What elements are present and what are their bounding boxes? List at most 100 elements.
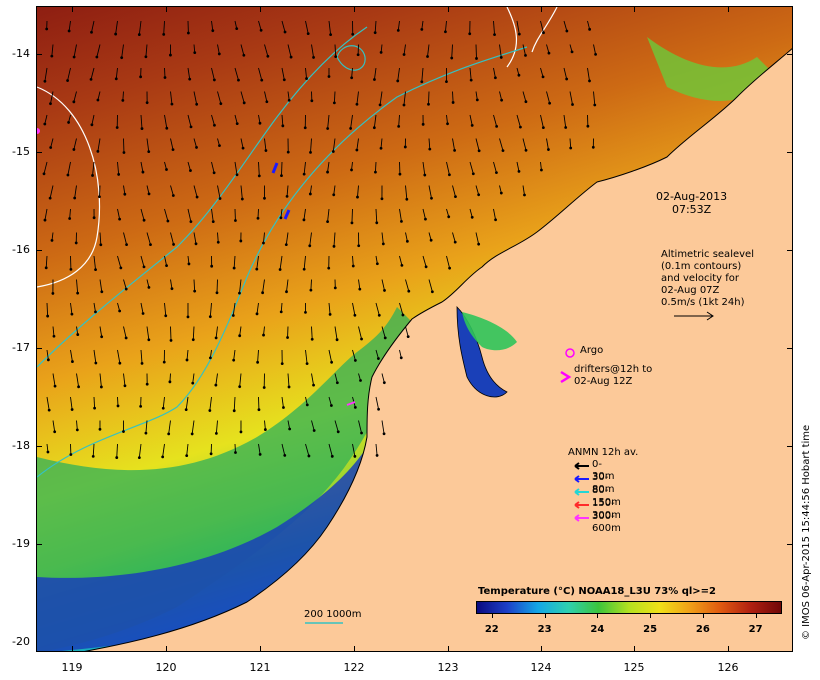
anmn-legend-row-label: 30-80m xyxy=(592,472,615,495)
velocity-arrow xyxy=(286,185,289,197)
colorbar-tick-mark xyxy=(491,614,493,618)
velocity-arrow xyxy=(421,20,424,30)
velocity-arrow-head xyxy=(331,150,335,153)
velocity-arrow xyxy=(422,208,426,220)
velocity-arrow-head xyxy=(420,27,424,31)
velocity-arrow xyxy=(280,302,283,312)
velocity-arrow-head xyxy=(114,77,118,81)
velocity-arrow-head xyxy=(51,292,55,295)
sea-surface-temperature-map[interactable] xyxy=(36,6,793,652)
velocity-arrow-head xyxy=(396,79,400,83)
velocity-arrow-head xyxy=(195,102,199,106)
velocity-arrow xyxy=(46,302,49,317)
velocity-arrow-head xyxy=(329,33,333,37)
velocity-arrow xyxy=(540,20,544,33)
velocity-arrow-head xyxy=(328,312,332,316)
velocity-arrow-head xyxy=(47,408,51,412)
velocity-arrow xyxy=(209,302,212,317)
velocity-arrow xyxy=(422,255,427,267)
velocity-arrow xyxy=(170,138,174,150)
velocity-arrow xyxy=(332,138,336,152)
velocity-arrow xyxy=(240,44,245,56)
velocity-arrow-head xyxy=(258,452,262,456)
velocity-arrow-head xyxy=(139,404,143,408)
anmn-legend-arrow xyxy=(574,501,589,509)
velocity-arrow-head xyxy=(469,78,473,82)
velocity-arrow xyxy=(499,91,503,101)
velocity-arrow xyxy=(145,44,148,57)
velocity-arrow xyxy=(405,185,408,200)
velocity-arrow-head xyxy=(375,221,379,225)
velocity-arrow xyxy=(90,67,95,80)
velocity-arrow-head xyxy=(92,216,96,220)
velocity-arrow xyxy=(170,326,172,341)
velocity-arrow-head xyxy=(495,171,498,175)
velocity-arrow xyxy=(334,420,339,432)
velocity-arrow xyxy=(73,44,77,58)
king-sound-green xyxy=(462,312,517,351)
velocity-arrow-head xyxy=(356,195,359,199)
velocity-arrow-head xyxy=(119,266,123,270)
argo-float-marker xyxy=(37,128,40,134)
velocity-arrow xyxy=(540,67,544,77)
velocity-arrow xyxy=(593,44,597,55)
velocity-arrow-head xyxy=(424,217,427,221)
velocity-arrow xyxy=(279,255,283,270)
velocity-arrow-head xyxy=(351,264,355,268)
velocity-arrow xyxy=(287,91,290,101)
velocity-arrow-head xyxy=(382,432,386,436)
velocity-arrow xyxy=(123,326,127,339)
velocity-arrow-head xyxy=(423,173,427,177)
velocity-arrow-head xyxy=(382,381,386,385)
velocity-arrow xyxy=(264,44,269,57)
velocity-arrow-head xyxy=(140,361,144,365)
velocity-arrow xyxy=(52,420,56,432)
velocity-arrow-head xyxy=(378,103,382,107)
green-plume-north xyxy=(647,37,777,101)
velocity-arrow xyxy=(93,302,96,312)
velocity-arrow-head xyxy=(94,268,97,272)
velocity-arrow xyxy=(587,67,590,81)
velocity-arrow-head xyxy=(235,122,239,126)
velocity-arrow-head xyxy=(239,239,243,243)
velocity-arrow-head xyxy=(257,408,261,412)
velocity-arrow xyxy=(52,373,56,387)
velocity-arrow-head xyxy=(288,427,292,431)
velocity-arrow-head xyxy=(208,356,212,360)
velocity-arrow xyxy=(446,161,450,175)
velocity-arrow xyxy=(311,44,314,58)
velocity-arrow-head xyxy=(69,267,73,271)
velocity-arrow xyxy=(76,420,78,430)
lon-tick-mark xyxy=(541,646,542,652)
velocity-arrow xyxy=(239,326,242,336)
velocity-arrow xyxy=(493,208,497,220)
velocity-arrow-head xyxy=(144,55,148,59)
velocity-arrow-head xyxy=(326,127,330,130)
velocity-arrow-head xyxy=(548,101,552,105)
velocity-arrow xyxy=(357,185,359,198)
velocity-arrow-head xyxy=(588,79,591,83)
lat-tick-label: -17 xyxy=(12,341,30,354)
velocity-arrow xyxy=(233,255,236,269)
velocity-arrow-head xyxy=(312,429,316,432)
velocity-arrow-head xyxy=(139,75,143,79)
velocity-arrow-head xyxy=(96,149,100,153)
velocity-arrow-head xyxy=(95,55,99,59)
velocity-arrow xyxy=(240,138,244,149)
velocity-arrow xyxy=(593,91,596,106)
velocity-arrow xyxy=(191,420,195,434)
velocity-arrow-head xyxy=(77,385,80,389)
velocity-arrow xyxy=(50,91,54,104)
anmn-legend-arrow xyxy=(574,514,589,522)
velocity-arrow-head xyxy=(241,146,245,150)
velocity-arrow xyxy=(121,44,124,58)
velocity-arrow-head xyxy=(286,336,289,339)
velocity-arrow-head xyxy=(89,78,93,81)
lat-tick-mark xyxy=(787,348,793,349)
velocity-arrow-head xyxy=(99,385,103,389)
velocity-arrow-head xyxy=(186,31,190,35)
velocity-arrow-head xyxy=(123,192,127,196)
velocity-arrow xyxy=(146,138,150,152)
velocity-arrow-head xyxy=(309,150,312,154)
velocity-arrow-head xyxy=(145,382,149,386)
